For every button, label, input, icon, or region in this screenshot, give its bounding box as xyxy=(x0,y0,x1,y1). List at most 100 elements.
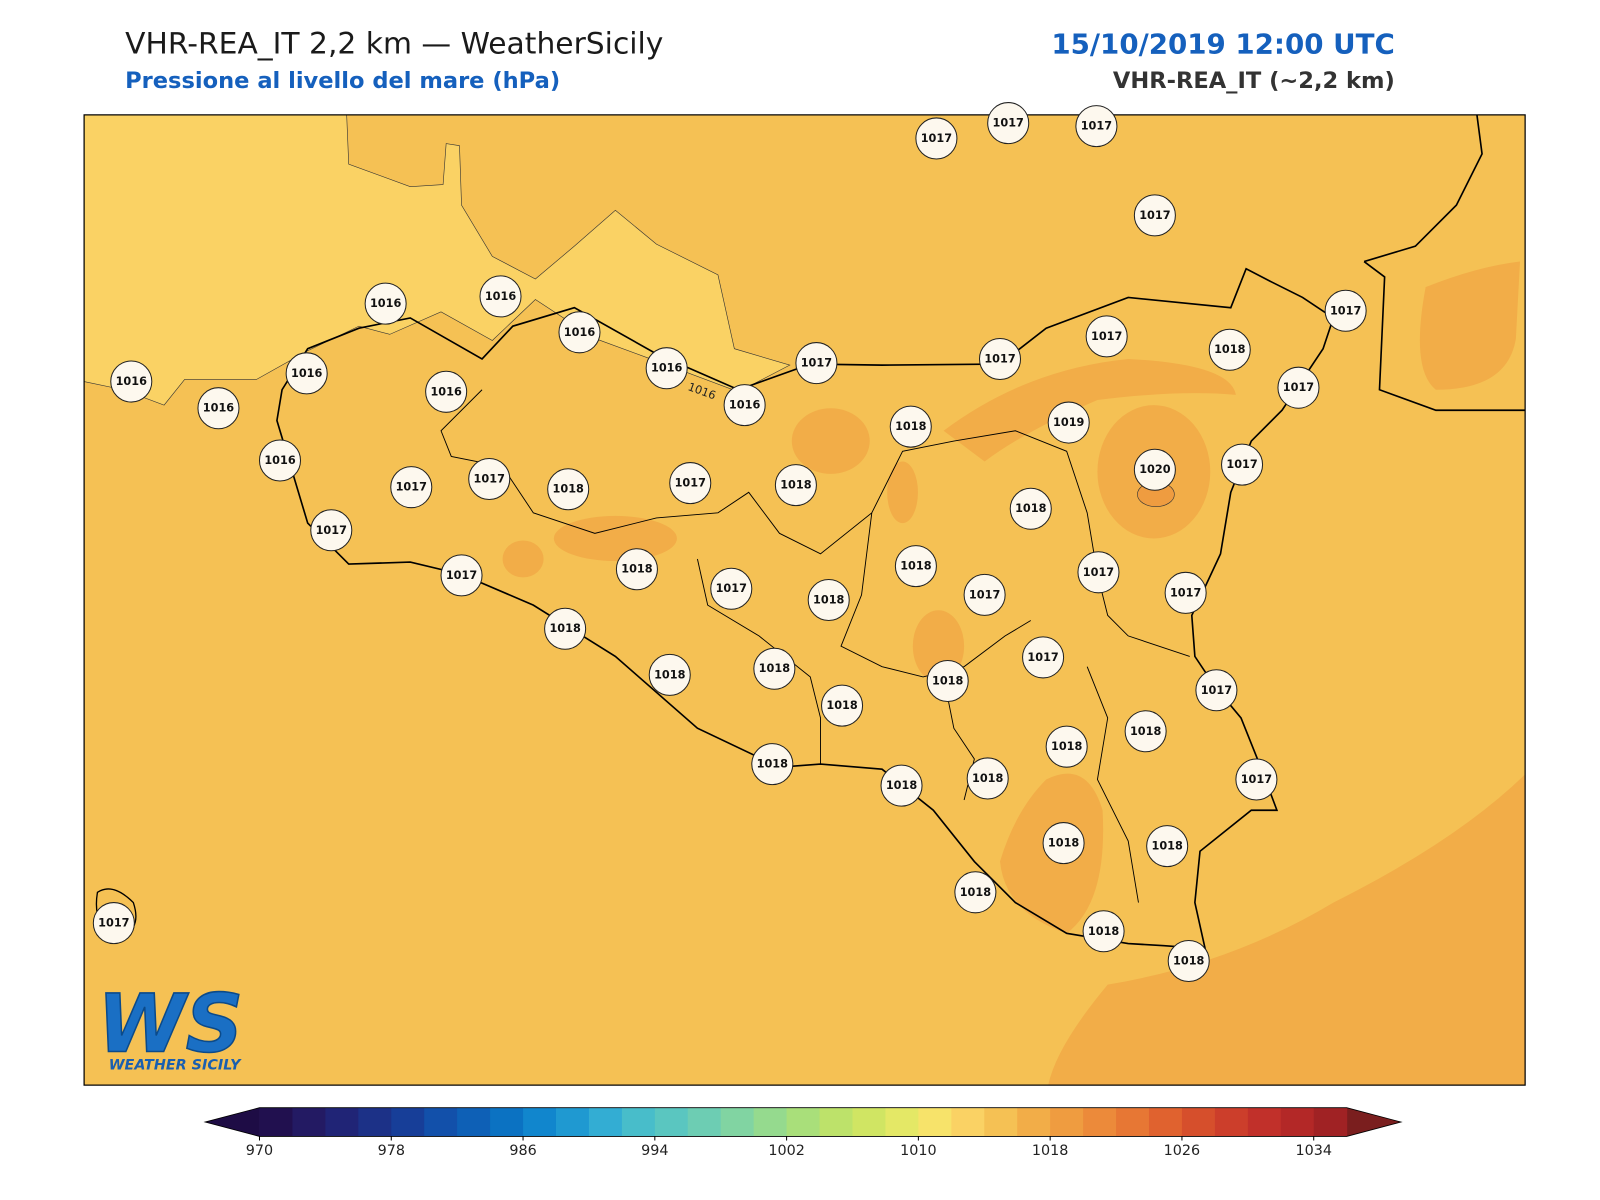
station-marker xyxy=(954,871,997,914)
station-value: 1017 xyxy=(716,582,747,595)
station-value: 1017 xyxy=(993,117,1024,130)
station: 1018 xyxy=(1124,710,1167,753)
station-marker xyxy=(197,387,240,430)
logo: WS WEATHER SICILY xyxy=(97,977,244,1074)
station-marker xyxy=(807,578,850,622)
station: 1017 xyxy=(390,466,433,509)
station-marker xyxy=(1221,443,1264,486)
station: 1016 xyxy=(558,311,601,354)
station-value: 1017 xyxy=(1081,120,1112,133)
pressure-region-low xyxy=(84,114,791,406)
station-value: 1017 xyxy=(1027,651,1058,664)
station: 1018 xyxy=(648,653,691,696)
station-marker xyxy=(894,545,937,588)
colorbar-bin xyxy=(687,1107,722,1137)
station-marker xyxy=(1167,940,1210,983)
colorbar-bin xyxy=(457,1107,491,1137)
station-value: 1017 xyxy=(1170,586,1201,599)
station: 1018 xyxy=(1167,940,1210,983)
station-marker xyxy=(1045,725,1088,768)
colorbar-bin xyxy=(424,1107,458,1137)
station-marker xyxy=(978,337,1022,380)
station-marker xyxy=(258,439,302,482)
station-marker xyxy=(1133,194,1176,237)
station: 1017 xyxy=(92,902,135,945)
station-value: 1017 xyxy=(1226,458,1257,471)
station-marker xyxy=(468,457,511,500)
station-value: 1018 xyxy=(654,668,686,681)
station-value: 1016 xyxy=(651,362,683,375)
station: 1018 xyxy=(807,578,850,622)
subtitle: Pressione al livello del mare (hPa) xyxy=(125,68,560,94)
station-marker xyxy=(547,468,590,511)
station-value: 1019 xyxy=(1053,416,1085,429)
station-marker xyxy=(390,466,433,509)
station-marker xyxy=(987,102,1030,145)
station-value: 1018 xyxy=(932,675,964,688)
colorbar-bin xyxy=(1181,1107,1216,1137)
station-marker xyxy=(425,370,468,413)
colorbar-tick-label: 978 xyxy=(378,1143,405,1159)
station-value: 1018 xyxy=(780,479,812,492)
station-value: 1017 xyxy=(984,352,1015,365)
station: 1016 xyxy=(258,439,302,482)
station: 1020 xyxy=(1133,448,1176,491)
station: 1018 xyxy=(1082,910,1125,953)
station: 1016 xyxy=(197,387,240,430)
station-value: 1017 xyxy=(1283,381,1314,394)
colorbar-tick-label: 1010 xyxy=(900,1143,937,1159)
station: 1018 xyxy=(966,757,1009,800)
station: 1016 xyxy=(645,347,688,390)
station-value: 1017 xyxy=(1201,684,1232,697)
station-marker xyxy=(1082,910,1125,953)
station-marker xyxy=(1022,636,1065,679)
station-value: 1018 xyxy=(813,594,845,607)
station-marker xyxy=(723,384,766,427)
station: 1017 xyxy=(468,457,511,500)
station-marker xyxy=(1075,105,1118,148)
station: 1017 xyxy=(1221,443,1264,486)
station: 1017 xyxy=(1235,758,1278,801)
station-value: 1018 xyxy=(621,563,653,576)
station: 1017 xyxy=(1277,366,1320,409)
station: 1018 xyxy=(547,468,590,511)
station-marker xyxy=(963,573,1006,616)
station-marker xyxy=(479,275,522,318)
station-value: 1018 xyxy=(1088,925,1120,938)
station-value: 1016 xyxy=(370,297,402,310)
station-marker xyxy=(1324,289,1367,332)
station: 1016 xyxy=(364,282,407,325)
colorbar-bin xyxy=(819,1107,854,1137)
station: 1019 xyxy=(1047,401,1090,444)
colorbar-bin xyxy=(1116,1107,1150,1137)
colorbar-bin xyxy=(1050,1107,1084,1137)
station: 1017 xyxy=(1022,636,1065,679)
station: 1018 xyxy=(894,545,937,588)
station-value: 1016 xyxy=(729,399,761,412)
station-marker xyxy=(751,743,794,786)
station-marker xyxy=(889,405,932,448)
station: 1018 xyxy=(751,743,794,786)
map-frame xyxy=(83,114,1526,1086)
station: 1017 xyxy=(1164,571,1207,614)
colorbar-bin xyxy=(984,1107,1018,1137)
station: 1018 xyxy=(889,405,932,448)
station: 1017 xyxy=(963,573,1006,616)
colorbar-bin xyxy=(786,1107,821,1137)
colorbar-tick-label: 1026 xyxy=(1164,1143,1201,1159)
colorbar-under xyxy=(205,1107,260,1137)
colorbar-bin xyxy=(1083,1107,1117,1137)
station: 1017 xyxy=(710,567,753,610)
station-marker xyxy=(1277,366,1320,409)
colorbar-bin xyxy=(490,1107,524,1137)
logo-mark: WS xyxy=(97,977,243,1070)
station-value: 1017 xyxy=(396,481,427,494)
title: VHR-REA_IT 2,2 km — WeatherSicily xyxy=(125,26,663,61)
colorbar-tick-label: 1002 xyxy=(768,1143,805,1159)
station-value: 1016 xyxy=(564,326,596,339)
station: 1018 xyxy=(753,647,796,690)
station-marker xyxy=(795,342,838,385)
pressure-region-high xyxy=(502,261,1526,1086)
model-label: VHR-REA_IT (~2,2 km) xyxy=(1113,68,1395,94)
station: 1018 xyxy=(1042,822,1085,865)
